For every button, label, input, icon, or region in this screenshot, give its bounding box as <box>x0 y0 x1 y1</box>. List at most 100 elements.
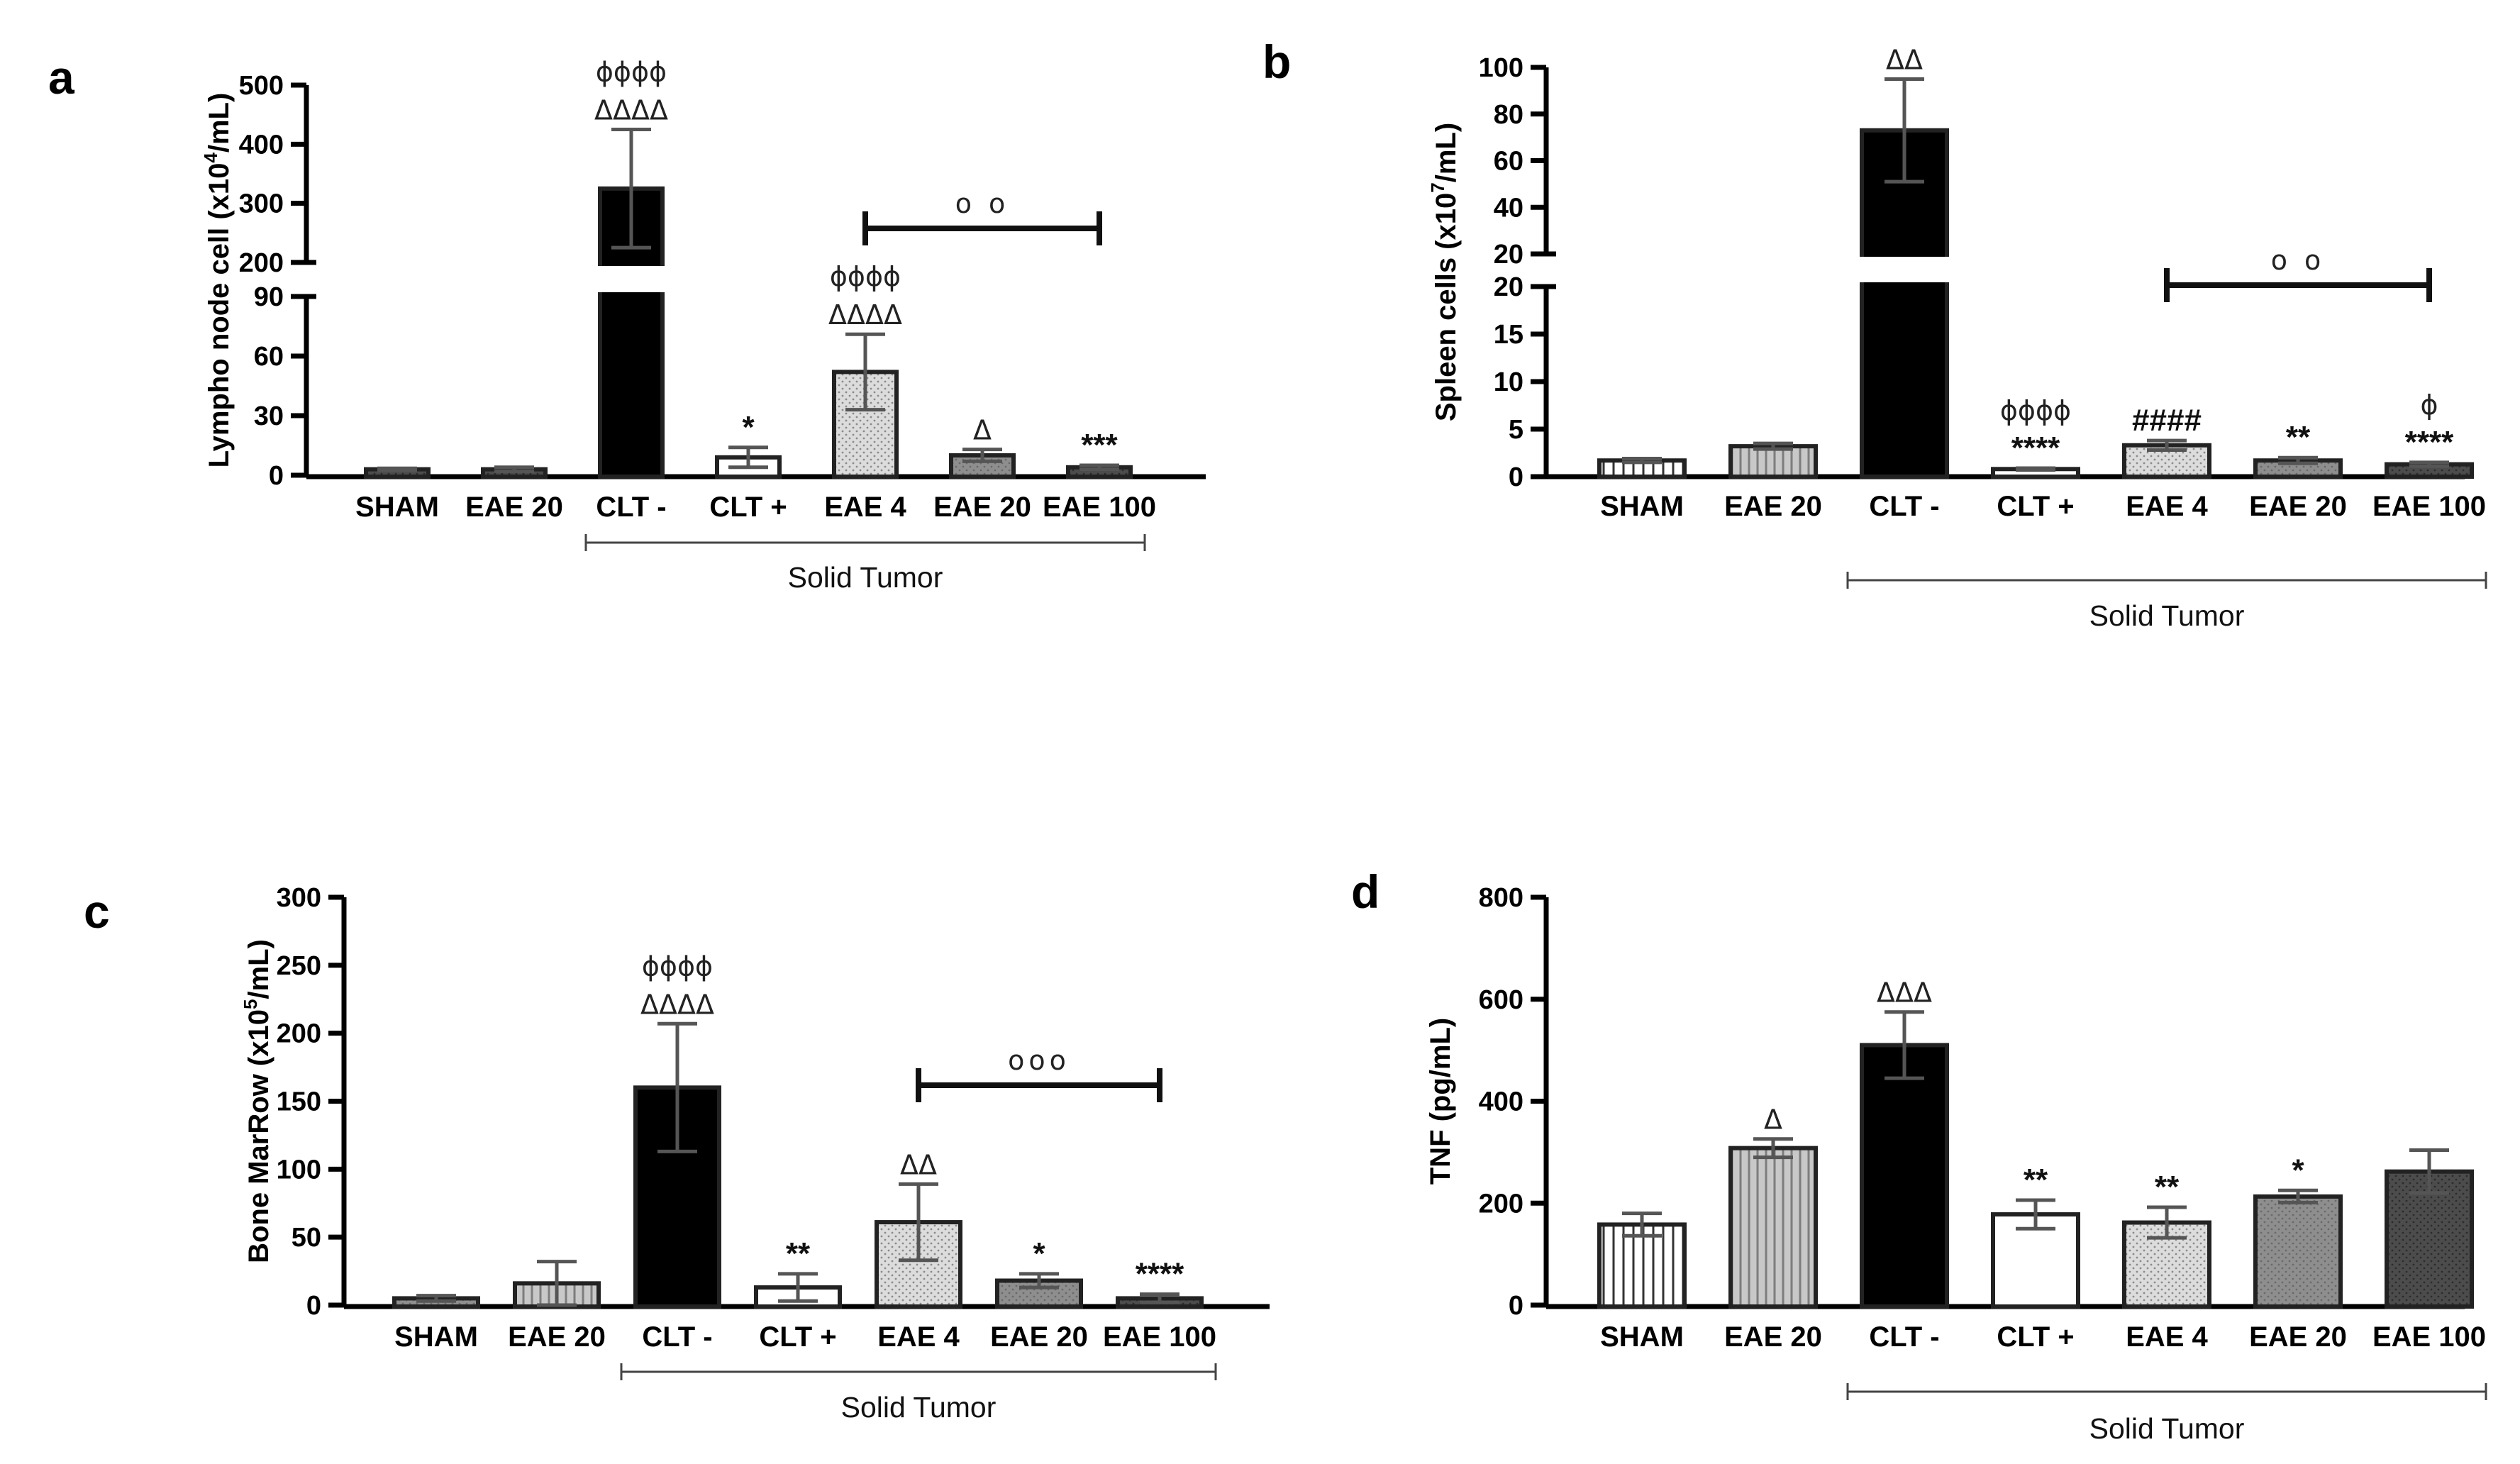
category-label: EAE 100 <box>2372 1321 2486 1353</box>
bar-2 <box>1728 1146 1818 1309</box>
y-tick-label: 40 <box>1494 193 1523 223</box>
y-tick-label: 5 <box>1509 415 1523 445</box>
category-label: CLT + <box>1997 491 2074 522</box>
significance-label: ϕϕϕϕ <box>642 950 713 982</box>
bar-3 <box>1860 1043 1949 1309</box>
significance-label: ** <box>2286 420 2311 455</box>
panel-d: d 0 200 400 600 800 TNF (pg/mL) SHAM EAE 20 CLT -… <box>1351 865 2487 1445</box>
group-label: Solid Tumor <box>2089 599 2245 632</box>
significance-label: #### <box>2132 403 2202 438</box>
bar-5 <box>875 1220 962 1309</box>
comparison-bracket-label: o o <box>2271 245 2326 276</box>
category-label: EAE 4 <box>824 492 906 523</box>
category-label: SHAM <box>355 492 439 523</box>
category-label: EAE 20 <box>508 1321 606 1353</box>
y-axis-label-text: Lympho node cell (x10 <box>204 163 235 468</box>
category-label: EAE 20 <box>465 492 563 523</box>
y-tick-label: 0 <box>1509 1291 1523 1321</box>
category-label: CLT + <box>759 1321 836 1353</box>
category-label: EAE 100 <box>2372 491 2486 522</box>
category-label: EAE 20 <box>2249 1321 2347 1353</box>
bar-break-gap <box>596 266 667 292</box>
significance-label: * <box>2292 1153 2304 1187</box>
y-tick-label: 600 <box>1479 985 1523 1015</box>
category-label: CLT + <box>709 492 787 523</box>
y-tick-label: 200 <box>277 1019 321 1049</box>
significance-label: Δ <box>973 415 992 446</box>
significance-label: ΔΔΔ <box>1877 977 1932 1009</box>
y-tick-label: 0 <box>306 1291 321 1321</box>
y-tick-label: 60 <box>1494 147 1523 177</box>
category-label: EAE 4 <box>877 1321 960 1353</box>
category-label: EAE 100 <box>1043 492 1156 523</box>
y-tick-label: 500 <box>239 71 284 101</box>
y-tick-label: 30 <box>254 401 284 431</box>
category-label: CLT - <box>1869 1321 1939 1353</box>
y-tick-label: 50 <box>292 1223 321 1253</box>
significance-label: *** <box>1081 428 1118 462</box>
category-label: EAE 20 <box>933 492 1031 523</box>
category-label: CLT - <box>1869 491 1939 522</box>
y-axis-label: TNF (pg/mL) <box>1425 1018 1456 1185</box>
category-label: EAE 20 <box>2249 491 2347 522</box>
group-label: Solid Tumor <box>841 1391 997 1424</box>
significance-label: * <box>742 410 755 445</box>
significance-label: * <box>1033 1236 1045 1271</box>
group-label: Solid Tumor <box>788 561 943 594</box>
y-tick-label: 15 <box>1494 320 1523 350</box>
significance-label: ϕϕϕϕ <box>830 261 901 292</box>
y-axis-label-sup: 5 <box>240 999 261 1009</box>
category-label: EAE 100 <box>1103 1321 1216 1353</box>
y-axis-label: Bone MarRow (x105/mL) <box>240 939 274 1263</box>
y-tick-label: 150 <box>277 1087 321 1117</box>
y-tick-label: 20 <box>1494 272 1523 302</box>
significance-label: ΔΔ <box>1886 44 1923 75</box>
y-tick-label: 200 <box>239 248 284 278</box>
category-label: EAE 4 <box>2126 1321 2208 1353</box>
category-label: CLT - <box>596 492 666 523</box>
category-label: EAE 20 <box>1724 1321 1822 1353</box>
y-axis-label-text: TNF (pg/mL) <box>1425 1018 1456 1185</box>
significance-label: **** <box>2405 425 2454 460</box>
group-label: Solid Tumor <box>2089 1412 2245 1445</box>
significance-label: ϕ <box>2420 389 2438 421</box>
y-axis-label-sup: 4 <box>200 152 221 163</box>
y-tick-label: 800 <box>1479 883 1523 913</box>
y-axis-label-text: Spleen cells (x10 <box>1431 193 1462 421</box>
y-tick-label: 100 <box>277 1155 321 1185</box>
panel-letter: c <box>84 885 110 938</box>
significance-label: ** <box>2024 1163 2048 1197</box>
bar-break-gap <box>1858 257 1951 282</box>
y-axis-label-sup: 7 <box>1427 182 1448 192</box>
y-tick-label: 80 <box>1494 100 1523 130</box>
comparison-bracket-label: ooo <box>1008 1045 1070 1076</box>
y-tick-label: 60 <box>254 342 284 372</box>
significance-label: ΔΔΔΔ <box>594 95 668 126</box>
y-tick-label: 10 <box>1494 367 1523 397</box>
panel-letter: b <box>1262 35 1291 88</box>
y-tick-label: 0 <box>1509 462 1523 492</box>
significance-label: ΔΔΔΔ <box>640 989 714 1020</box>
y-tick-label: 300 <box>239 189 284 219</box>
significance-label: ΔΔ <box>900 1149 937 1180</box>
significance-label: ** <box>2155 1170 2180 1204</box>
y-tick-label: 250 <box>277 951 321 981</box>
category-label: EAE 20 <box>990 1321 1088 1353</box>
y-axis-label-text: Bone MarRow (x10 <box>243 1009 274 1263</box>
y-tick-label: 100 <box>1479 53 1523 83</box>
category-label: EAE 4 <box>2126 491 2208 522</box>
panel-letter: a <box>48 51 75 104</box>
y-axis-label-unit: /mL) <box>243 939 274 999</box>
panel-letter: d <box>1351 865 1380 918</box>
category-label: SHAM <box>1600 491 1684 522</box>
y-tick-label: 400 <box>1479 1087 1523 1117</box>
significance-label: **** <box>1136 1257 1184 1292</box>
significance-label: **** <box>2011 431 2060 465</box>
category-label: EAE 20 <box>1724 491 1822 522</box>
bar-2 <box>1728 444 1818 479</box>
category-label: SHAM <box>1600 1321 1684 1353</box>
y-tick-label: 400 <box>239 130 284 160</box>
